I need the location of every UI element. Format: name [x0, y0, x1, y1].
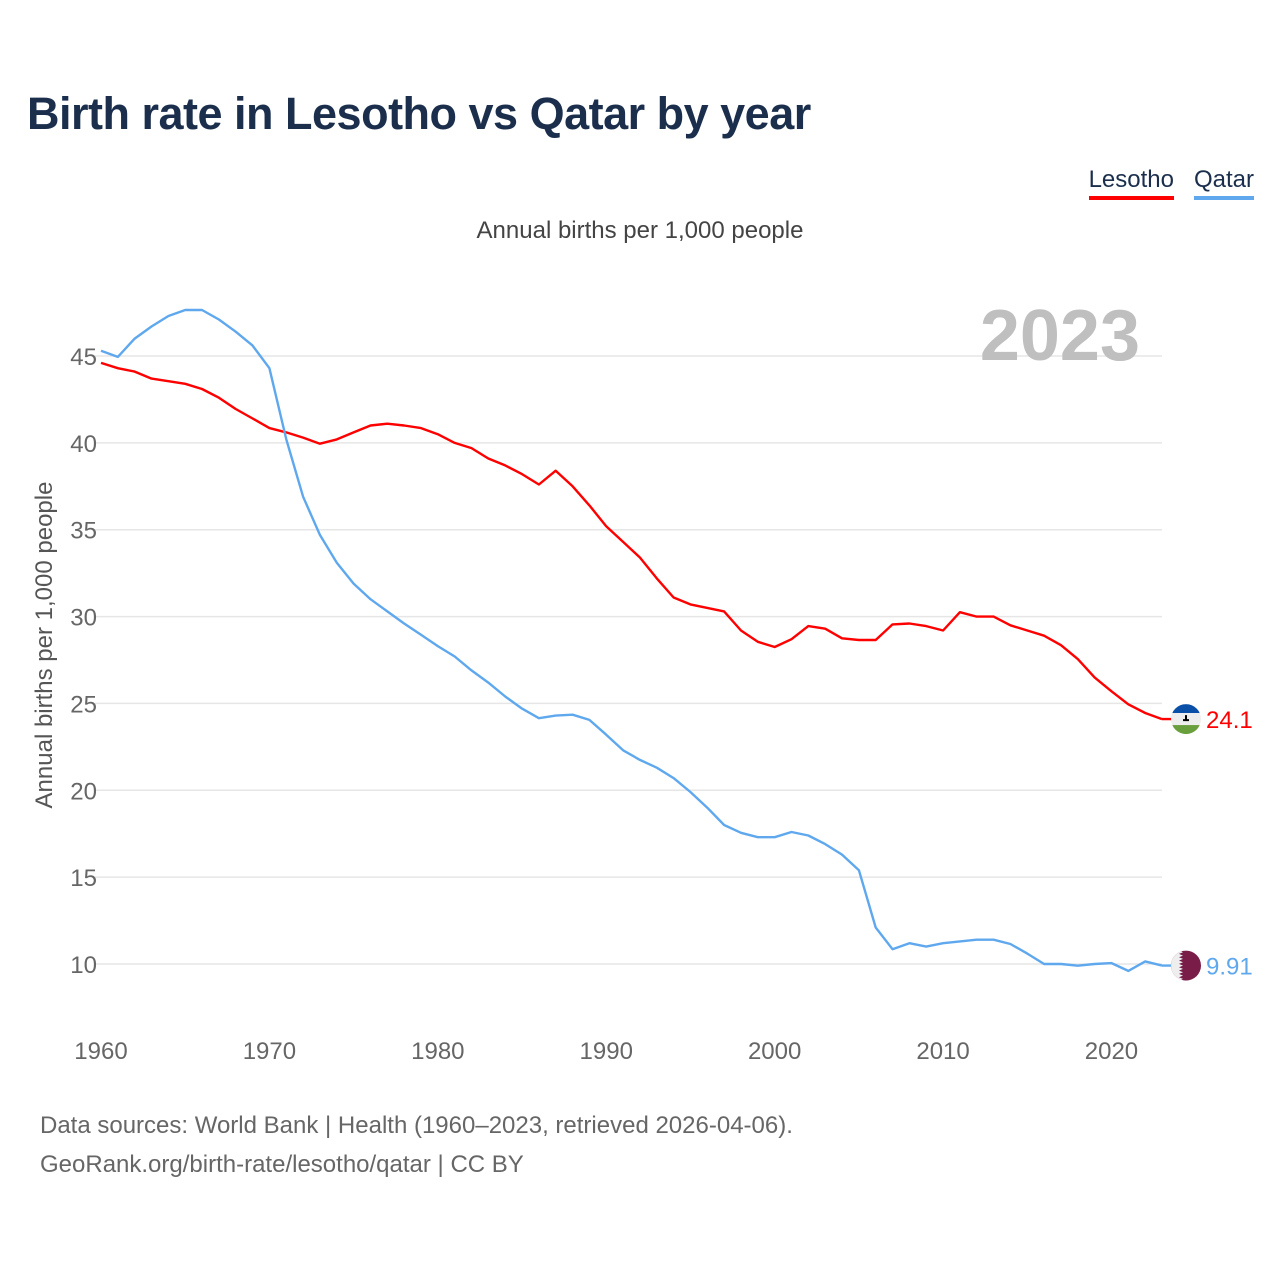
- chart-subtitle: Annual births per 1,000 people: [476, 217, 804, 244]
- y-axis-label: Annual births per 1,000 people: [31, 482, 58, 809]
- y-tick-label: 20: [70, 778, 97, 805]
- series-line-lesotho: [100, 361, 1163, 721]
- y-tick-label: 10: [70, 952, 97, 979]
- qatar-flag-icon: [1162, 950, 1201, 981]
- y-tick-label: 35: [70, 518, 97, 545]
- end-value-qatar: 9.91: [1206, 954, 1253, 981]
- end-value-lesotho: 24.1: [1206, 707, 1253, 734]
- x-tick-label: 1990: [580, 1038, 633, 1065]
- x-tick-label: 1960: [74, 1038, 127, 1065]
- x-tick-label: 1980: [411, 1038, 464, 1065]
- x-axis-ticks: 1960 1970 1980 1990 2000 2010 2020: [74, 1038, 1138, 1065]
- year-label: 2023: [980, 296, 1140, 376]
- y-tick-label: 15: [70, 865, 97, 892]
- end-markers: 24.1 9.91: [1162, 704, 1253, 981]
- footer-link[interactable]: GeoRank.org/birth-rate/lesotho/qatar | C…: [40, 1151, 524, 1178]
- footer-sources: Data sources: World Bank | Health (1960–…: [40, 1112, 793, 1139]
- x-tick-label: 2000: [748, 1038, 801, 1065]
- series-lines: [100, 308, 1163, 973]
- y-tick-label: 30: [70, 605, 97, 632]
- y-tick-label: 45: [70, 344, 97, 371]
- legend-item-qatar[interactable]: Qatar: [1193, 166, 1254, 200]
- chart-title: Birth rate in Lesotho vs Qatar by year: [27, 88, 811, 139]
- lesotho-flag-icon: [1162, 704, 1201, 735]
- y-axis-ticks: 10 15 20 25 30 35 40 45: [70, 344, 97, 979]
- x-tick-label: 2020: [1085, 1038, 1138, 1065]
- y-tick-label: 40: [70, 431, 97, 458]
- x-tick-label: 1970: [243, 1038, 296, 1065]
- footer: Data sources: World Bank | Health (1960–…: [40, 1106, 793, 1184]
- legend-item-lesotho[interactable]: Lesotho: [1088, 166, 1174, 200]
- x-tick-label: 2010: [916, 1038, 969, 1065]
- y-tick-label: 25: [70, 691, 97, 718]
- gridlines: [95, 355, 1162, 965]
- legend: Lesotho Qatar: [1088, 166, 1254, 200]
- series-line-qatar: [100, 308, 1163, 973]
